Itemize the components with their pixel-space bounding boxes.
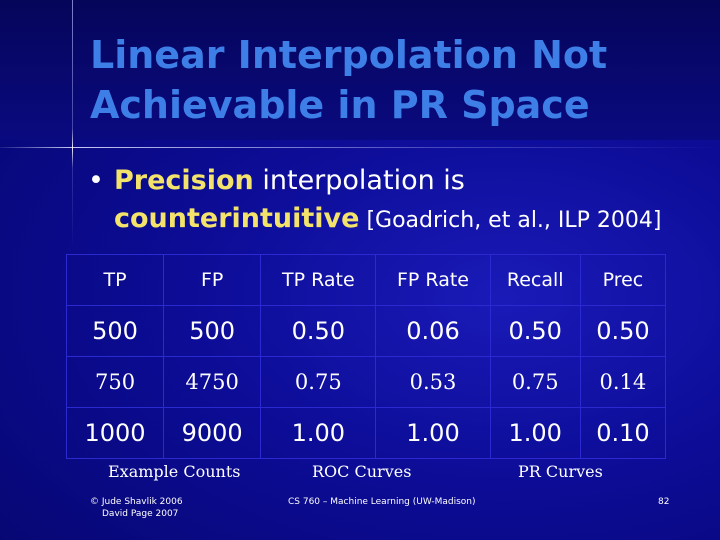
copyright-line-1: © Jude Shavlik 2006 — [90, 497, 183, 507]
caption-roc-curves: ROC Curves — [312, 462, 412, 481]
title-band — [0, 0, 720, 140]
table-cell: 1000 — [65, 407, 165, 459]
table-row: 750 4750 0.75 0.53 0.75 0.14 — [65, 356, 667, 408]
table-cell: 4750 — [163, 356, 262, 408]
table-cell: 0.53 — [375, 356, 491, 408]
title-line-1: Linear Interpolation Not — [90, 33, 608, 77]
table-cell: 750 — [65, 356, 165, 408]
table-cell-highlight: 0.14 — [579, 356, 667, 408]
title-line-2: Achievable in PR Space — [90, 83, 590, 127]
decorative-horizontal-line — [0, 147, 720, 148]
table-row: 1000 9000 1.00 1.00 1.00 0.10 — [65, 407, 667, 459]
results-table: TP FP TP Rate FP Rate Recall Prec 500 50… — [65, 254, 667, 459]
bullet-text: Precision interpolation is counterintuit… — [114, 162, 708, 240]
table-cell: 500 — [163, 305, 262, 357]
bullet-citation: [Goadrich, et al., ILP 2004] — [359, 208, 662, 233]
slide-title: Linear Interpolation Not Achievable in P… — [90, 30, 607, 130]
bullet-keyword-2: counterintuitive — [114, 203, 360, 234]
table-cell: 0.50 — [579, 305, 667, 357]
bullet-keyword: Precision — [114, 165, 254, 196]
bullet-dot: • — [88, 165, 104, 196]
table-cell: 9000 — [163, 407, 262, 459]
table-cell: 1.00 — [489, 407, 581, 459]
header-fp-rate: FP Rate — [375, 254, 491, 306]
header-tp-rate: TP Rate — [260, 254, 377, 306]
decorative-vertical-line — [72, 0, 73, 250]
table-row: 500 500 0.50 0.06 0.50 0.50 — [65, 305, 667, 357]
bullet-text-rest: interpolation is — [253, 165, 465, 196]
table-cell: 0.06 — [375, 305, 491, 357]
footer-copyright: © Jude Shavlik 2006 David Page 2007 — [90, 496, 183, 520]
table-cell: 0.75 — [489, 356, 581, 408]
table-cell: 0.75 — [260, 356, 377, 408]
caption-pr-curves: PR Curves — [518, 462, 603, 481]
copyright-line-2: David Page 2007 — [102, 509, 179, 519]
footer-course: CS 760 – Machine Learning (UW-Madison) — [288, 497, 476, 507]
table-cell: 1.00 — [260, 407, 377, 459]
header-prec: Prec — [579, 254, 667, 306]
table-cell: 0.50 — [260, 305, 377, 357]
table-cell: 1.00 — [375, 407, 491, 459]
table-cell: 0.10 — [579, 407, 667, 459]
header-fp: FP — [163, 254, 262, 306]
caption-example-counts: Example Counts — [108, 462, 241, 481]
bullet-point: • Precision interpolation is counterintu… — [88, 162, 708, 240]
table-cell: 500 — [65, 305, 165, 357]
page-number: 82 — [658, 497, 670, 507]
header-recall: Recall — [489, 254, 581, 306]
table-header-row: TP FP TP Rate FP Rate Recall Prec — [65, 254, 667, 306]
header-tp: TP — [65, 254, 165, 306]
table-cell: 0.50 — [489, 305, 581, 357]
decorative-sparkle — [72, 128, 73, 168]
